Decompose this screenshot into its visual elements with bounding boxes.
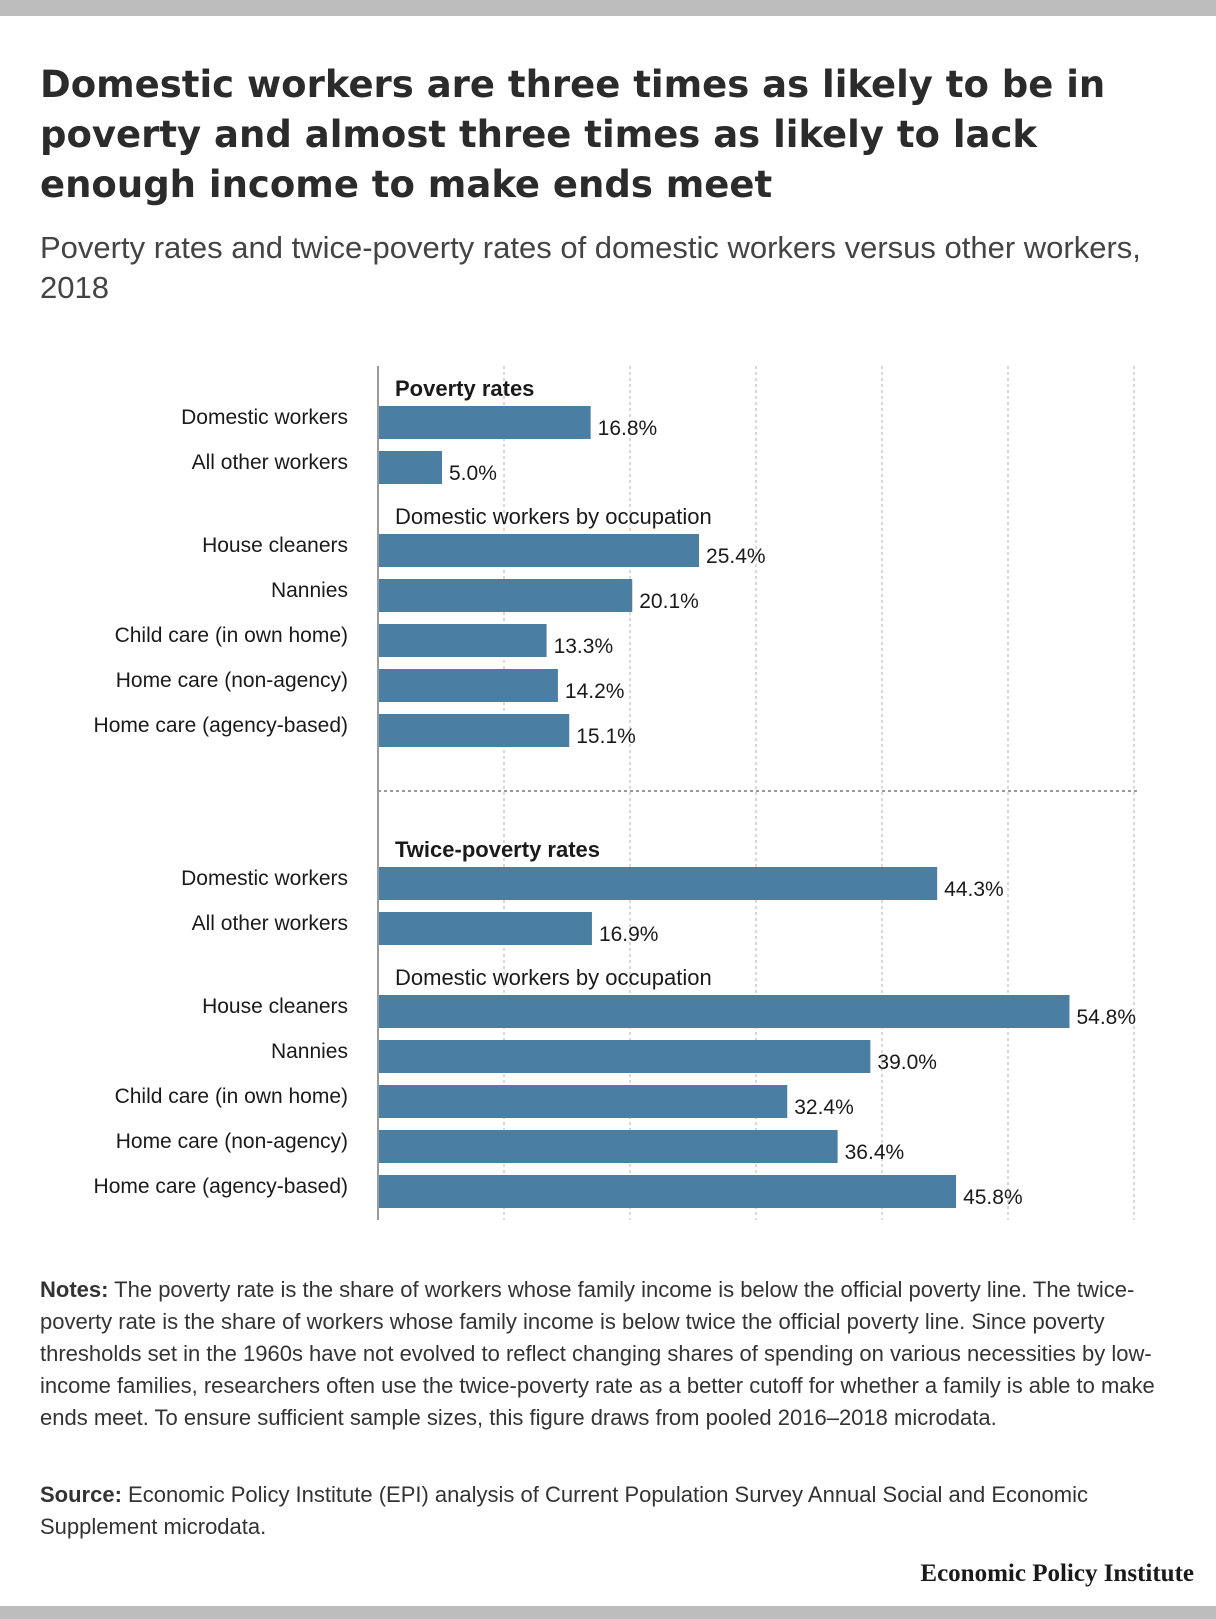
category-label: Home care (non-agency) [116,1130,348,1153]
category-label: All other workers [192,912,348,935]
source-label: Source: [40,1482,122,1507]
bar [379,1040,871,1073]
category-label: All other workers [192,451,348,474]
bar [379,1085,788,1118]
group-label: Domestic workers by occupation [395,965,712,990]
bottom-border [0,1606,1216,1619]
bar [379,534,700,567]
epi-logo: Economic Policy Institute [920,1560,1194,1587]
data-label: 13.3% [554,635,614,658]
bar [379,995,1070,1028]
category-label: Nannies [271,1040,348,1063]
bar-chart: Poverty rates Domestic workers 16.8% All ot… [94,366,1140,1220]
category-label: Domestic workers [181,867,348,890]
data-label: 44.3% [944,878,1004,901]
category-label: Child care (in own home) [115,1085,348,1108]
bar [379,579,633,612]
panel-title: Poverty rates [395,376,534,401]
data-label: 32.4% [794,1096,854,1119]
data-label: 45.8% [963,1186,1023,1209]
bar [379,867,938,900]
data-label: 20.1% [639,590,699,613]
bar [379,1130,838,1163]
chart-subtitle: Poverty rates and twice-poverty rates of… [40,230,1141,305]
category-label: Home care (non-agency) [116,669,348,692]
data-label: 36.4% [845,1141,905,1164]
category-label: Child care (in own home) [115,624,348,647]
notes: Notes: The poverty rate is the share of … [40,1274,1190,1434]
data-label: 39.0% [877,1051,937,1074]
data-label: 14.2% [565,680,625,703]
category-label: Nannies [271,579,348,602]
data-label: 25.4% [706,545,766,568]
bar [379,912,592,945]
data-label: 5.0% [449,462,497,485]
bar [379,1175,957,1208]
data-label: 54.8% [1076,1006,1136,1029]
panel-title: Twice-poverty rates [395,837,600,862]
data-label: 16.9% [599,923,659,946]
category-label: Domestic workers [181,406,348,429]
bar [379,624,547,657]
category-label: Home care (agency-based) [94,714,348,737]
top-border [0,0,1216,16]
category-label: House cleaners [202,534,348,557]
category-label: House cleaners [202,995,348,1018]
category-label: Home care (agency-based) [94,1175,348,1198]
data-label: 15.1% [576,725,636,748]
bar [379,669,558,702]
source: Source: Economic Policy Institute (EPI) … [40,1479,1190,1543]
bar [379,714,570,747]
data-label: 16.8% [598,417,658,440]
bar [379,451,442,484]
group-label: Domestic workers by occupation [395,504,712,529]
notes-text: The poverty rate is the share of workers… [40,1277,1155,1430]
chart-title: Domestic workers are three times as like… [40,63,1106,206]
source-text: Economic Policy Institute (EPI) analysis… [40,1482,1088,1539]
bar [379,406,591,439]
notes-label: Notes: [40,1277,109,1302]
